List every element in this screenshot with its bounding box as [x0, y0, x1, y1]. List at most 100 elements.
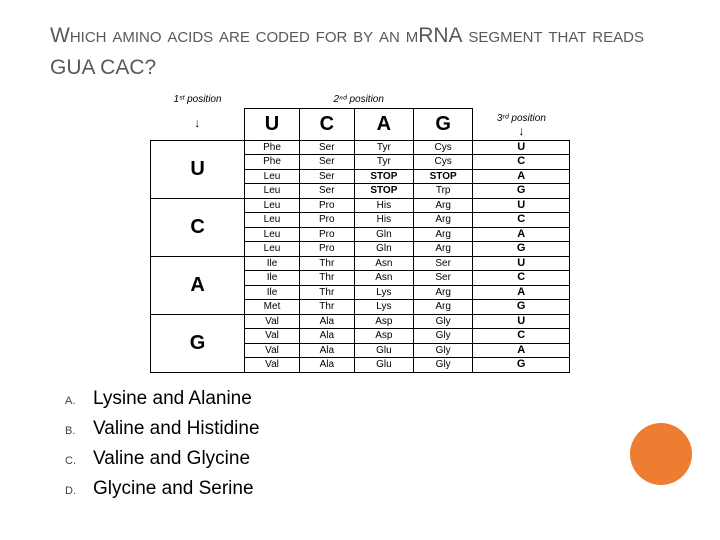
title-seg4: GUA CAC?: [50, 56, 156, 79]
cell: Ile: [245, 271, 300, 286]
row-U: U: [151, 140, 245, 198]
answer-c: C. Valine and Glycine: [65, 448, 670, 470]
third-pos: C: [473, 155, 570, 170]
col-U: U: [245, 108, 300, 140]
cell: Val: [245, 358, 300, 373]
cell: STOP: [354, 184, 413, 199]
cell: Pro: [299, 198, 354, 213]
cell: Val: [245, 329, 300, 344]
col-G: G: [414, 108, 473, 140]
cell: Arg: [414, 213, 473, 228]
cell: Arg: [414, 285, 473, 300]
answer-text: Valine and Glycine: [93, 448, 250, 470]
third-pos: G: [473, 184, 570, 199]
cell: Gly: [414, 329, 473, 344]
cell: Gln: [354, 227, 413, 242]
cell: Ala: [299, 343, 354, 358]
codon-table: 1ˢᵗ position 2ⁿᵈ position 3ʳᵈ position↓ …: [150, 93, 570, 373]
cell: Thr: [299, 300, 354, 315]
cell: Phe: [245, 140, 300, 155]
cell: Arg: [414, 198, 473, 213]
arrow-down-icon: ↓: [151, 108, 245, 140]
cell: Cys: [414, 155, 473, 170]
cell: Tyr: [354, 140, 413, 155]
third-pos: U: [473, 198, 570, 213]
cell: Val: [245, 343, 300, 358]
cell: Leu: [245, 213, 300, 228]
third-pos: A: [473, 227, 570, 242]
answer-d: D. Glycine and Serine: [65, 478, 670, 500]
question-title: Which amino acids are coded for by an mR…: [50, 20, 670, 83]
cell: Glu: [354, 343, 413, 358]
third-pos: G: [473, 358, 570, 373]
answer-text: Valine and Histidine: [93, 418, 260, 440]
cell: Asn: [354, 271, 413, 286]
cell: His: [354, 213, 413, 228]
cell: Asp: [354, 329, 413, 344]
title-seg1: Which amino acids are coded for by an m: [50, 24, 418, 47]
arrow-down-icon: ↓: [518, 124, 524, 138]
cell: Leu: [245, 184, 300, 199]
cell: Ser: [299, 140, 354, 155]
cell: Thr: [299, 285, 354, 300]
row-G: G: [151, 314, 245, 372]
title-seg2: RNA: [418, 24, 462, 47]
cell: Thr: [299, 256, 354, 271]
answer-letter: B.: [65, 425, 93, 437]
cell: Pro: [299, 242, 354, 257]
answer-b: B. Valine and Histidine: [65, 418, 670, 440]
cell: Ile: [245, 285, 300, 300]
cell: Ala: [299, 358, 354, 373]
row-A: A: [151, 256, 245, 314]
third-pos: C: [473, 213, 570, 228]
cell: Arg: [414, 300, 473, 315]
third-pos: A: [473, 169, 570, 184]
cell: His: [354, 198, 413, 213]
cell: Ser: [414, 271, 473, 286]
cell: Met: [245, 300, 300, 315]
cell: STOP: [414, 169, 473, 184]
cell: Asp: [354, 314, 413, 329]
cell: Asn: [354, 256, 413, 271]
row-C: C: [151, 198, 245, 256]
cell: Ala: [299, 329, 354, 344]
third-pos: A: [473, 343, 570, 358]
cell: Ala: [299, 314, 354, 329]
third-pos: U: [473, 314, 570, 329]
answer-letter: D.: [65, 485, 93, 497]
cell: Tyr: [354, 155, 413, 170]
col-C: C: [299, 108, 354, 140]
cell: Thr: [299, 271, 354, 286]
cell: Leu: [245, 227, 300, 242]
third-pos: A: [473, 285, 570, 300]
cell: Lys: [354, 285, 413, 300]
third-pos: G: [473, 300, 570, 315]
answer-text: Glycine and Serine: [93, 478, 254, 500]
cell: Leu: [245, 169, 300, 184]
answer-list: A. Lysine and Alanine B. Valine and Hist…: [65, 388, 670, 500]
third-pos: C: [473, 329, 570, 344]
cell: Ser: [299, 155, 354, 170]
answer-letter: A.: [65, 395, 93, 407]
hdr-pos1: 1ˢᵗ position: [151, 93, 245, 108]
cell: Pro: [299, 213, 354, 228]
cell: Leu: [245, 242, 300, 257]
cell: Leu: [245, 198, 300, 213]
answer-letter: C.: [65, 455, 93, 467]
cell: Gly: [414, 358, 473, 373]
col-A: A: [354, 108, 413, 140]
third-pos: G: [473, 242, 570, 257]
third-pos: U: [473, 256, 570, 271]
cell: STOP: [354, 169, 413, 184]
cell: Phe: [245, 155, 300, 170]
cell: Cys: [414, 140, 473, 155]
third-pos: C: [473, 271, 570, 286]
title-seg3: segment that reads: [468, 24, 644, 47]
answer-a: A. Lysine and Alanine: [65, 388, 670, 410]
cell: Gly: [414, 314, 473, 329]
answer-text: Lysine and Alanine: [93, 388, 252, 410]
cell: Lys: [354, 300, 413, 315]
cell: Ile: [245, 256, 300, 271]
cell: Gly: [414, 343, 473, 358]
cell: Arg: [414, 227, 473, 242]
